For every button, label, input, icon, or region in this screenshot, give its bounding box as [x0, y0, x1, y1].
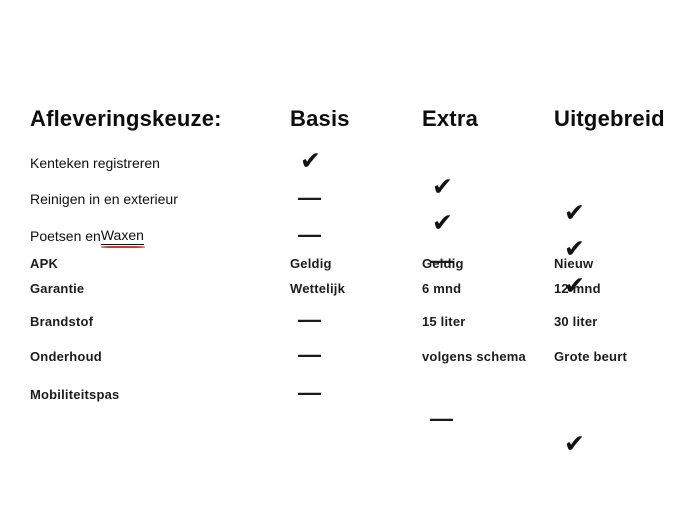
table-row: Poetsen en Waxen — — ✔ — [0, 220, 685, 300]
dash-icon: — — [430, 404, 453, 431]
dash-icon: — — [298, 183, 321, 210]
cell-value: Geldig — [290, 255, 332, 271]
check-icon: ✔ — [564, 233, 585, 263]
check-icon: ✔ — [432, 171, 453, 201]
check-icon: ✔ — [432, 207, 453, 237]
cell-value: volgens schema — [422, 348, 526, 364]
column-header-extra: Extra — [422, 106, 479, 131]
dash-icon: — — [298, 378, 321, 405]
check-icon: ✔ — [564, 428, 585, 458]
table-row: Onderhoud — volgens schema Grote beurt — [0, 340, 685, 369]
row-label: Reinigen in en exterieur — [30, 191, 178, 207]
table-row: Kenteken registreren ✔ ✔ ✔ — [0, 145, 685, 227]
cell-value: 12 mnd — [554, 280, 601, 296]
row-label: Kenteken registreren — [30, 155, 160, 171]
check-icon: ✔ — [564, 270, 585, 300]
row-label-underlined-word: Waxen — [100, 227, 145, 248]
row-label-prefix: Poetsen en — [30, 228, 101, 244]
column-header-uitgebreid: Uitgebreid — [554, 106, 665, 131]
cell-value: Wettelijk — [290, 280, 346, 296]
cell-value: Grote beurt — [554, 348, 627, 364]
table-row: Brandstof — 15 liter 30 liter — [0, 305, 685, 334]
dash-icon: — — [298, 220, 321, 247]
cell-value: Nieuw — [554, 255, 594, 271]
row-label: Poetsen en Waxen — [30, 223, 285, 249]
dash-icon: — — [430, 246, 453, 273]
cell-value: Geldig — [422, 255, 464, 271]
table-title: Afleveringskeuze: — [30, 106, 222, 131]
table-header-row: Afleveringskeuze: Basis Extra Uitgebreid — [0, 106, 685, 132]
row-label: APK — [30, 255, 59, 271]
row-label: Garantie — [30, 280, 85, 296]
table-row: Garantie Wettelijk 6 mnd 12 mnd — [0, 275, 685, 301]
column-header-basis: Basis — [290, 106, 350, 131]
dash-icon: — — [298, 340, 321, 367]
row-label: Mobiliteitspas — [30, 386, 120, 402]
table-row: APK Geldig Geldig Nieuw — [0, 250, 685, 276]
dash-icon: — — [298, 305, 321, 332]
cell-value: 30 liter — [554, 313, 598, 329]
cell-value: 6 mnd — [422, 280, 462, 296]
table-row: Reinigen in en exterieur — ✔ ✔ — [0, 183, 685, 263]
cell-value: 15 liter — [422, 313, 466, 329]
row-label: Brandstof — [30, 313, 94, 329]
row-label: Onderhoud — [30, 348, 102, 364]
check-icon: ✔ — [564, 197, 585, 227]
check-icon: ✔ — [300, 145, 321, 175]
table-row: Mobiliteitspas — — ✔ — [0, 378, 685, 458]
